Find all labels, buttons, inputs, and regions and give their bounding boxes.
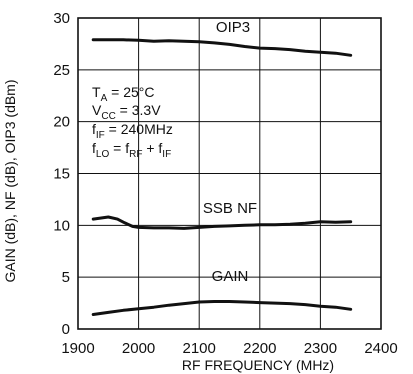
series-label-gain: GAIN bbox=[212, 268, 249, 285]
condition-flo-mid2: + f bbox=[142, 140, 162, 156]
x-axis-label: RF FREQUENCY (MHz) bbox=[182, 357, 334, 373]
condition-flo-sub: LO bbox=[96, 149, 110, 160]
condition-ta-main: T bbox=[92, 84, 101, 100]
series-line-ssb-nf bbox=[91, 215, 353, 230]
x-tick-label: 2300 bbox=[304, 340, 337, 357]
series-layer bbox=[91, 38, 353, 316]
y-tick-label: 5 bbox=[62, 269, 70, 286]
y-tick-label: 30 bbox=[53, 10, 70, 27]
condition-fif-sub: IF bbox=[96, 130, 105, 141]
condition-vcc: VCC = 3.3V bbox=[92, 102, 161, 122]
y-axis-label: GAIN (dB), NF (dB), OIP3 (dBm) bbox=[2, 79, 18, 282]
condition-flo-main: f bbox=[92, 140, 96, 156]
series-line-gain bbox=[91, 300, 353, 316]
condition-flo: fLO = fRF + fIF bbox=[92, 140, 171, 160]
y-tick-label: 15 bbox=[53, 166, 70, 183]
y-tick-label: 20 bbox=[53, 114, 70, 131]
series-label-oip3: OIP3 bbox=[216, 19, 250, 36]
x-tick-label: 2000 bbox=[122, 340, 155, 357]
condition-flo-sub2: RF bbox=[129, 149, 142, 160]
condition-ta: TA = 25°C bbox=[92, 84, 154, 104]
x-tick-label: 1900 bbox=[61, 340, 94, 357]
y-tick-label: 0 bbox=[62, 321, 70, 338]
condition-vcc-rest: = 3.3V bbox=[116, 102, 161, 118]
condition-flo-sub3: IF bbox=[162, 149, 171, 160]
series-line-oip3 bbox=[91, 38, 353, 57]
series-label-ssb-nf: SSB NF bbox=[203, 200, 257, 217]
condition-vcc-sub: CC bbox=[101, 111, 115, 122]
condition-vcc-main: V bbox=[92, 102, 102, 118]
y-tick-label: 10 bbox=[53, 217, 70, 234]
condition-fif: fIF = 240MHz bbox=[92, 121, 173, 141]
x-tick-label: 2200 bbox=[243, 340, 276, 357]
x-tick-label: 2400 bbox=[364, 340, 397, 357]
plot-frame bbox=[77, 17, 382, 330]
x-tick-label: 2100 bbox=[183, 340, 216, 357]
condition-fif-rest: = 240MHz bbox=[105, 121, 173, 137]
condition-ta-rest: = 25°C bbox=[107, 84, 154, 100]
condition-fif-main: f bbox=[92, 121, 96, 137]
y-tick-label: 25 bbox=[53, 62, 70, 79]
tick-layer: 1900 2000 2100 2200 2300 2400 0 5 10 15 20 25 30 bbox=[53, 10, 397, 357]
condition-flo-mid: = f bbox=[109, 140, 129, 156]
condition-ta-sub: A bbox=[101, 93, 108, 104]
